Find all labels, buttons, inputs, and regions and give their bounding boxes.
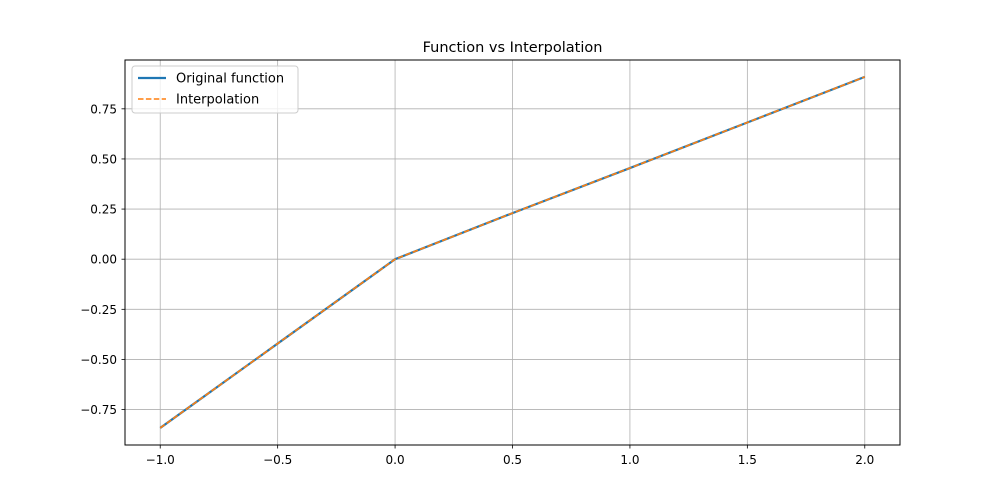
x-tick-label: 2.0 <box>855 453 874 467</box>
x-tick-label: 1.5 <box>738 453 757 467</box>
y-axis: −0.75 −0.50 −0.25 0.00 0.25 0.50 0.75 <box>80 102 125 417</box>
legend-box <box>131 65 299 114</box>
y-tick-label: −0.50 <box>80 353 117 367</box>
x-tick-label: 1.0 <box>620 453 639 467</box>
x-tick-label: 0.0 <box>386 453 405 467</box>
y-tick-label: −0.25 <box>80 303 117 317</box>
x-axis: −1.0 −0.5 0.0 0.5 1.0 1.5 2.0 <box>146 445 874 467</box>
legend-label: Interpolation <box>176 93 259 108</box>
x-tick-label: −1.0 <box>146 453 175 467</box>
y-tick-label: 0.50 <box>90 152 117 166</box>
y-tick-label: 0.25 <box>90 203 117 217</box>
y-tick-label: −0.75 <box>80 403 117 417</box>
series-layer <box>159 75 866 429</box>
y-tick-label: 0.75 <box>90 102 117 116</box>
chart-title: Function vs Interpolation <box>423 40 603 56</box>
series-line-interpolation <box>159 76 866 429</box>
y-tick-label: 0.00 <box>90 253 117 267</box>
x-tick-label: 0.5 <box>503 453 522 467</box>
legend-label: Original function <box>176 72 284 87</box>
legend: Original function Interpolation <box>131 65 299 114</box>
x-tick-label: −0.5 <box>263 453 292 467</box>
